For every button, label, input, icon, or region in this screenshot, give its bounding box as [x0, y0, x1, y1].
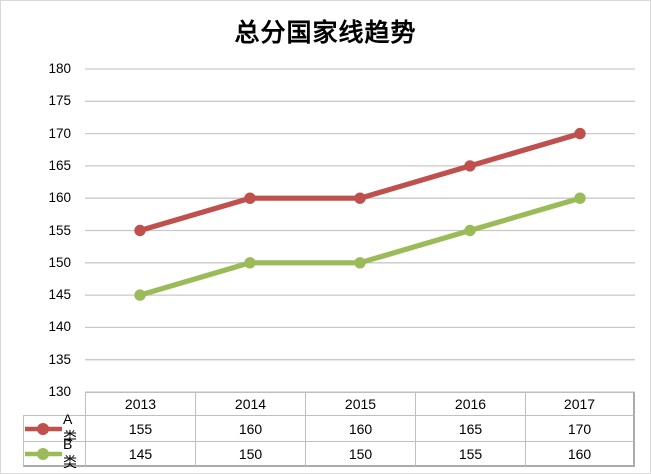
y-axis-label: 155	[48, 222, 71, 238]
legend-label-b: B类	[63, 435, 77, 470]
value-cell-b: 150	[305, 441, 415, 467]
value-cell-a: 170	[525, 415, 635, 441]
year-header-cell: 2017	[525, 392, 635, 415]
data-point-marker	[574, 192, 586, 204]
y-axis-label: 180	[48, 61, 71, 76]
legend-label-a: A类	[63, 410, 77, 445]
value-cell-b: 150	[195, 441, 305, 467]
value-cell-b: 145	[85, 441, 195, 467]
value-cell-b: 155	[415, 441, 525, 467]
data-point-marker	[244, 257, 256, 269]
y-axis-label: 170	[48, 125, 71, 141]
series-b-key-icon	[25, 447, 62, 460]
data-point-marker	[354, 257, 366, 269]
y-axis-label: 140	[48, 319, 71, 335]
y-axis-label: 150	[48, 254, 71, 270]
y-axis-label: 130	[48, 384, 71, 399]
legend-item-a: A类	[23, 411, 85, 445]
data-point-marker	[354, 192, 366, 204]
data-point-marker	[134, 224, 146, 237]
y-axis-label: 165	[48, 157, 71, 173]
year-header-cell: 2015	[305, 392, 415, 415]
legend-item-b: B类	[23, 436, 85, 470]
value-cell-a: 165	[415, 415, 525, 441]
data-point-marker	[244, 192, 256, 204]
y-axis-label: 160	[48, 190, 71, 206]
data-point-marker	[574, 127, 586, 140]
value-cell-a: 155	[85, 415, 195, 441]
data-point-marker	[464, 224, 476, 237]
year-header-cell: 2016	[415, 392, 525, 415]
data-point-marker	[134, 289, 146, 301]
value-cell-a: 160	[195, 415, 305, 441]
data-table: 2013 2014 2015 2016 2017 A类 155 160 160 …	[23, 392, 635, 470]
y-axis-label: 135	[48, 351, 71, 367]
year-header-cell: 2014	[195, 392, 305, 415]
series-a-key-icon	[25, 422, 62, 435]
chart-title: 总分国家线趋势	[234, 19, 417, 47]
value-cell-a: 160	[305, 415, 415, 441]
data-point-marker	[464, 160, 476, 172]
y-axis-label: 175	[48, 93, 71, 109]
year-header-cell: 2013	[85, 392, 195, 415]
value-cell-b: 160	[525, 441, 635, 467]
plot-area	[85, 68, 635, 393]
y-axis-label: 145	[48, 287, 71, 303]
